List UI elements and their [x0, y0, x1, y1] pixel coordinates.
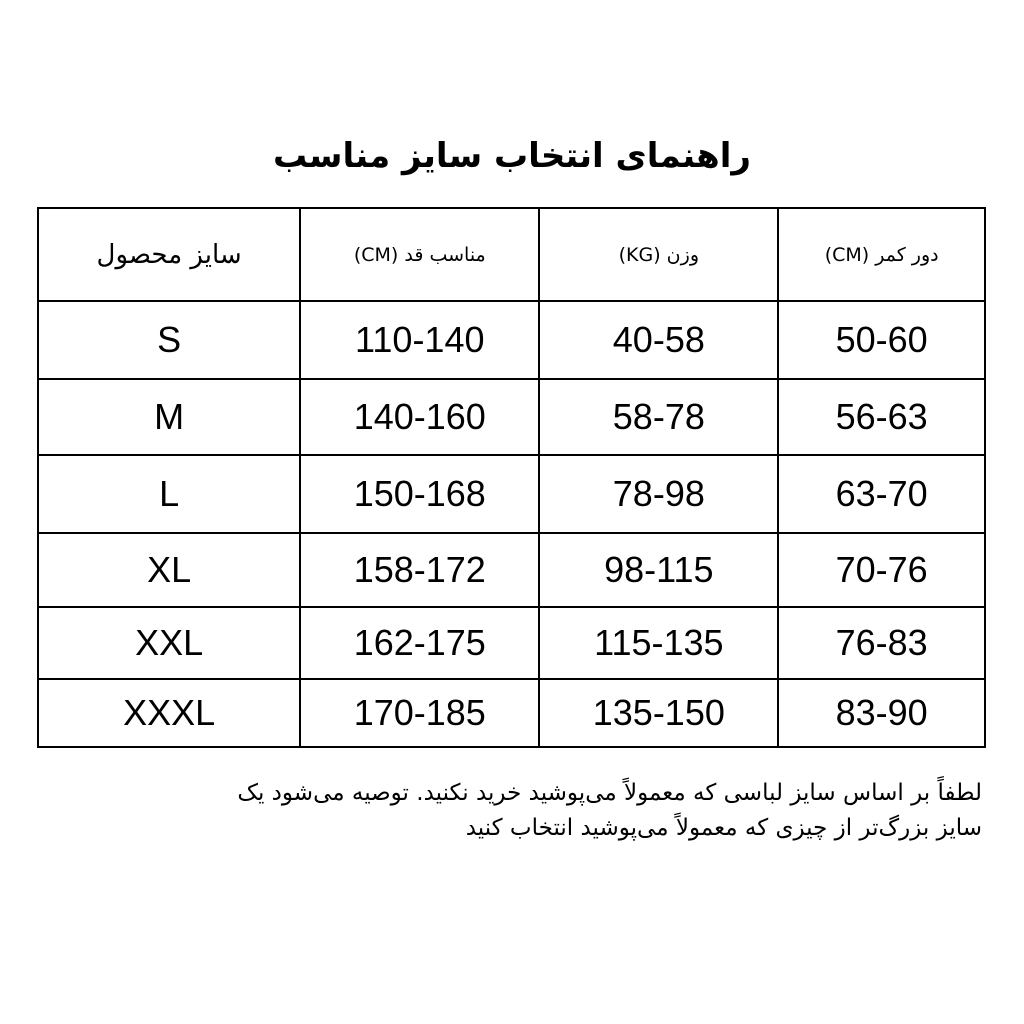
page-title: راهنمای انتخاب سایز مناسب: [273, 136, 751, 176]
cell-weight: 98-115: [538, 532, 780, 608]
table-row: L 150-168 78-98 63-70: [36, 454, 986, 534]
table-row: XL 158-172 98-115 70-76: [36, 532, 986, 608]
table-header-row: سایز محصول مناسب قد (CM) وزن (KG) دور کم…: [36, 207, 986, 302]
cell-waist: 63-70: [777, 454, 986, 534]
cell-size: L: [36, 454, 302, 534]
cell-height: 158-172: [299, 532, 541, 608]
cell-height: 162-175: [299, 606, 541, 680]
cell-height: 140-160: [299, 378, 541, 456]
cell-size: XXL: [36, 606, 302, 680]
note-line-2: سایز بزرگ‌تر از چیزی که معمولاً می‌پوشید…: [465, 815, 982, 841]
table-row: XXXL 170-185 135-150 83-90: [36, 678, 986, 748]
note-line-1: لطفاً بر اساس سایز لباسی که معمولاً می‌پ…: [237, 780, 982, 806]
cell-size: XL: [36, 532, 302, 608]
cell-size: S: [36, 300, 302, 380]
cell-height: 110-140: [299, 300, 541, 380]
header-size: سایز محصول: [36, 207, 302, 302]
cell-size: M: [36, 378, 302, 456]
size-note: لطفاً بر اساس سایز لباسی که معمولاً می‌پ…: [62, 776, 982, 846]
cell-waist: 83-90: [777, 678, 986, 748]
cell-waist: 56-63: [777, 378, 986, 456]
size-table: سایز محصول مناسب قد (CM) وزن (KG) دور کم…: [36, 207, 986, 748]
cell-height: 170-185: [299, 678, 541, 748]
cell-weight: 135-150: [538, 678, 780, 748]
header-height: مناسب قد (CM): [299, 207, 541, 302]
header-weight: وزن (KG): [538, 207, 780, 302]
cell-waist: 76-83: [777, 606, 986, 680]
header-waist: دور کمر (CM): [777, 207, 986, 302]
cell-size: XXXL: [36, 678, 302, 748]
cell-weight: 58-78: [538, 378, 780, 456]
table-row: M 140-160 58-78 56-63: [36, 378, 986, 456]
cell-weight: 78-98: [538, 454, 780, 534]
cell-weight: 115-135: [538, 606, 780, 680]
cell-waist: 50-60: [777, 300, 986, 380]
cell-height: 150-168: [299, 454, 541, 534]
table-row: XXL 162-175 115-135 76-83: [36, 606, 986, 680]
cell-weight: 40-58: [538, 300, 780, 380]
cell-waist: 70-76: [777, 532, 986, 608]
table-row: S 110-140 40-58 50-60: [36, 300, 986, 380]
